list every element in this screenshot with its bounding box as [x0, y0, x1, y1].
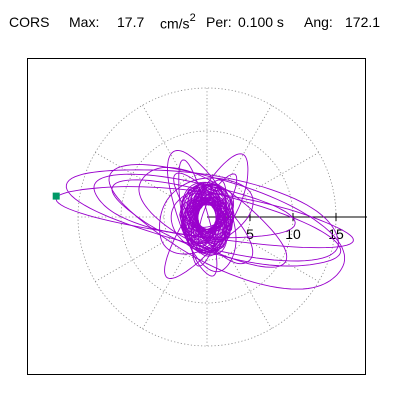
grid-spoke-150	[95, 152, 170, 196]
max-value: 17.7	[117, 14, 145, 30]
x-tick-label-10: 10	[285, 226, 301, 242]
plot-header: CORS Max: 17.7 cm/s2 Per: 0.100 s Ang: 1…	[0, 0, 400, 40]
orbit-plot: 5 10 15	[52, 87, 367, 347]
max-label: Max:	[69, 14, 100, 30]
orbit-trace-10	[159, 177, 254, 255]
period-value: 0.100 s	[238, 14, 284, 30]
max-point-marker	[52, 192, 60, 200]
grid-spoke-240	[142, 254, 186, 329]
plot-frame: 5 10 15	[27, 58, 367, 375]
period-label: Per:	[206, 14, 232, 30]
max-unit-base: cm/s	[160, 15, 190, 32]
max-unit-exponent: 2	[189, 12, 196, 24]
orbit-trace-8	[167, 150, 237, 273]
grid-spoke-120	[142, 105, 186, 180]
max-unit: cm/s2	[160, 12, 196, 32]
orbit-trace-17	[197, 173, 238, 248]
orbit-core-trace	[179, 181, 235, 254]
angle-value: 172.1	[345, 14, 381, 30]
x-tick-label-5: 5	[246, 226, 254, 242]
orbit-trace-6	[138, 166, 288, 268]
grid-spoke-60	[228, 105, 272, 180]
orbit-trace-7	[164, 153, 249, 279]
orbit-trace-5	[93, 173, 296, 239]
grid-spoke-210	[95, 238, 170, 282]
orbit-trace-4	[111, 179, 342, 267]
grid-spoke-330	[244, 238, 319, 282]
angle-label: Ang:	[304, 14, 333, 30]
grid-spoke-300	[228, 254, 272, 329]
grid-spoke-30	[244, 152, 319, 196]
orbit-trace-2	[65, 169, 339, 262]
station-code: CORS	[9, 14, 50, 30]
